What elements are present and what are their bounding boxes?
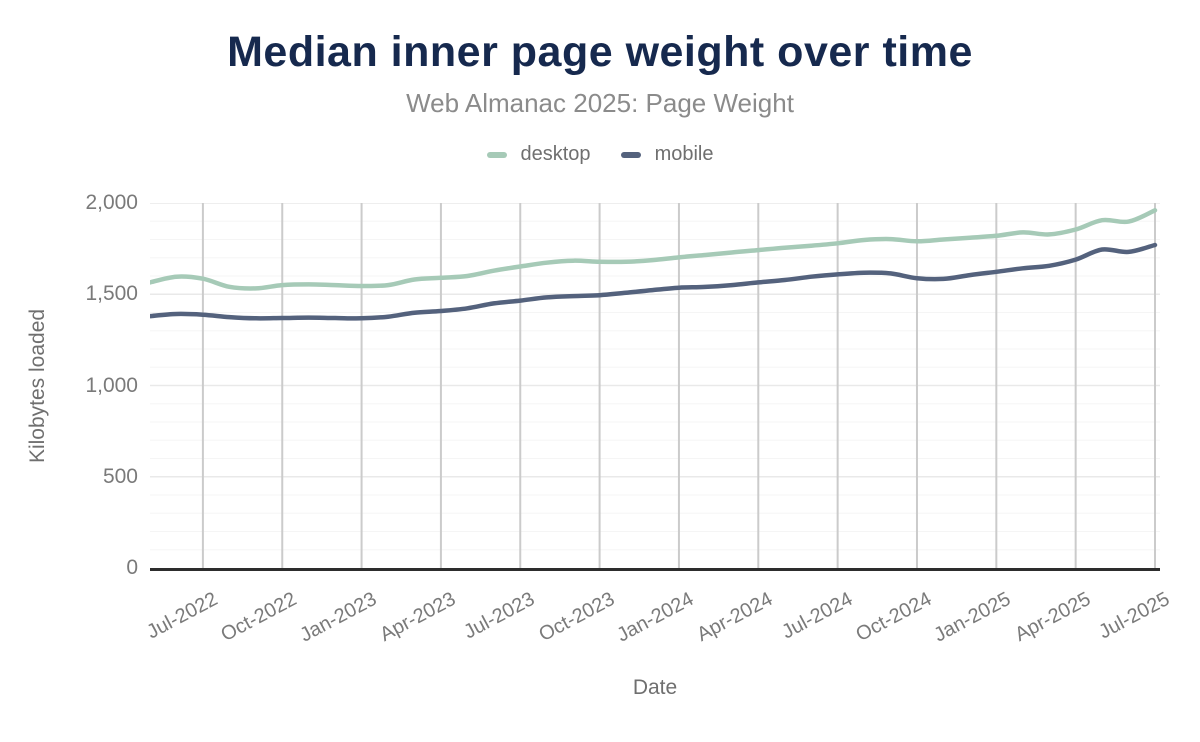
x-axis-title: Date — [632, 676, 678, 699]
chart-subtitle: Web Almanac 2025: Page Weight — [406, 88, 794, 118]
x-tick-label: Jan-2024 — [613, 588, 698, 647]
legend: desktop mobile — [0, 143, 1200, 166]
y-tick-label: 1,500 — [85, 282, 138, 306]
chart-title: Median inner page weight over time — [227, 28, 973, 76]
y-tick-label: 500 — [102, 464, 138, 488]
x-tick-label: Oct-2023 — [534, 588, 618, 647]
x-tick-label: Oct-2024 — [852, 588, 936, 647]
legend-item-mobile[interactable]: mobile — [620, 143, 714, 166]
x-tick-label: Apr-2025 — [1011, 588, 1094, 647]
legend-label-desktop: desktop — [520, 143, 591, 165]
x-tick-label: Jan-2025 — [930, 588, 1015, 647]
series-line-mobile[interactable] — [150, 242, 1158, 321]
x-tick-label: Jul-2025 — [1095, 588, 1174, 644]
desktop-series-swatch-icon — [486, 151, 507, 158]
legend-item-desktop[interactable]: desktop — [486, 143, 591, 166]
y-tick-label: 2,000 — [85, 191, 138, 214]
x-tick-label: Jul-2022 — [143, 588, 222, 644]
mobile-series-swatch-icon — [620, 151, 641, 158]
x-tick-label: Jul-2023 — [460, 588, 539, 644]
series-line-desktop[interactable] — [150, 208, 1158, 291]
x-tick-label: Oct-2022 — [217, 588, 301, 647]
x-tick-label: Apr-2024 — [693, 588, 777, 647]
plot-svg — [150, 203, 1160, 571]
x-tick-label: Jul-2024 — [777, 588, 856, 644]
y-axis-title: Kilobytes loaded — [26, 308, 49, 464]
legend-label-mobile: mobile — [654, 143, 714, 165]
x-tick-label: Jan-2023 — [295, 588, 380, 647]
x-tick-label: Apr-2023 — [376, 588, 460, 647]
y-tick-label: 0 — [126, 556, 138, 579]
